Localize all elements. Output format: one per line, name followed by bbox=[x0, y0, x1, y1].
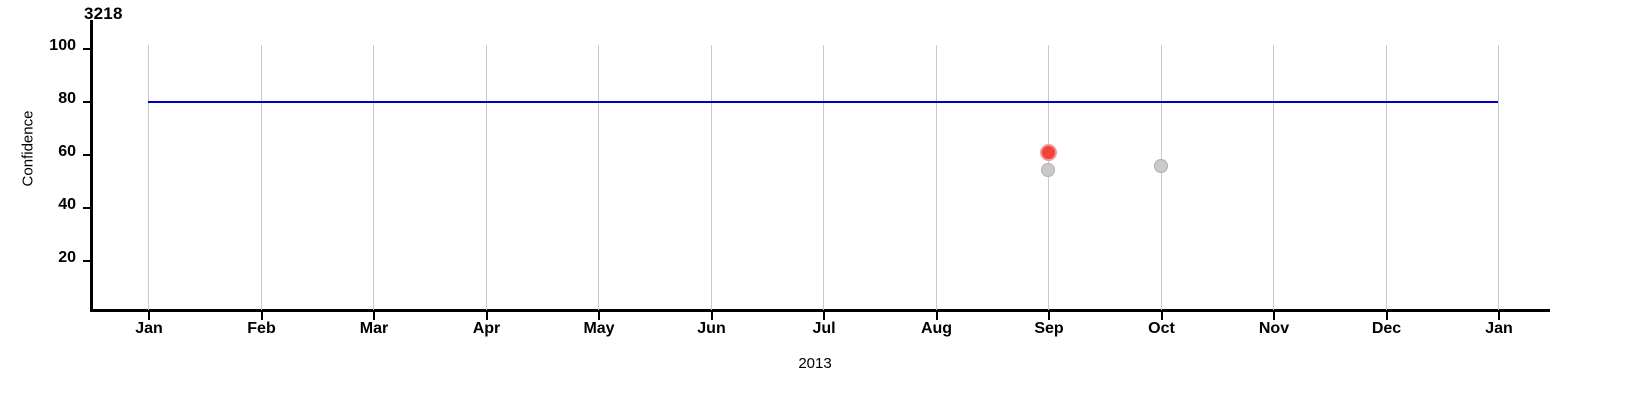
x-tick-mark bbox=[1160, 311, 1163, 320]
x-tick-label: Feb bbox=[247, 320, 276, 337]
data-point[interactable] bbox=[1041, 162, 1055, 177]
chart-title: 3218 bbox=[84, 4, 123, 23]
x-tick-mark bbox=[1498, 311, 1500, 320]
x-tick-label: Dec bbox=[1371, 320, 1402, 337]
x-tick-mark bbox=[1273, 311, 1275, 320]
x-tick-label: Jun bbox=[697, 320, 726, 337]
x-tick-mark bbox=[1385, 311, 1388, 320]
y-tick-mark bbox=[83, 260, 91, 262]
x-tick-label: Sep bbox=[1034, 320, 1064, 337]
x-tick-label: Jan bbox=[135, 320, 163, 337]
x-tick-label: May bbox=[583, 320, 615, 337]
y-tick-label: 80 bbox=[58, 90, 76, 107]
y-tick-mark bbox=[83, 101, 91, 103]
x-tick-mark bbox=[598, 311, 600, 320]
x-tick-label: Jan bbox=[1485, 320, 1513, 337]
x-tick-mark bbox=[710, 311, 713, 320]
gridline bbox=[710, 45, 712, 310]
x-tick-label: Aug bbox=[920, 320, 953, 337]
gridline bbox=[935, 45, 937, 310]
y-tick-mark bbox=[83, 154, 91, 156]
x-tick-label: Apr bbox=[472, 320, 501, 337]
x-axis-label: 2013 bbox=[798, 355, 832, 372]
y-axis-line bbox=[90, 20, 93, 312]
gridline bbox=[373, 45, 374, 310]
x-tick-mark bbox=[823, 311, 825, 320]
x-tick-mark bbox=[935, 311, 938, 320]
gridline bbox=[260, 45, 262, 310]
gridline bbox=[485, 45, 487, 310]
x-tick-mark bbox=[260, 311, 263, 320]
x-tick-label: Oct bbox=[1148, 320, 1175, 337]
data-point-highlighted[interactable] bbox=[1039, 144, 1057, 162]
threshold-line bbox=[148, 101, 1498, 103]
gridline bbox=[1385, 45, 1387, 310]
gridline bbox=[148, 45, 149, 310]
y-tick-label: 60 bbox=[58, 143, 76, 160]
x-tick-mark bbox=[148, 311, 150, 320]
gridline bbox=[1048, 45, 1049, 310]
y-tick-label: 40 bbox=[58, 196, 76, 213]
x-axis-line bbox=[90, 309, 1550, 312]
x-tick-mark bbox=[373, 311, 375, 320]
x-tick-mark bbox=[1048, 311, 1050, 320]
y-tick-mark bbox=[83, 207, 91, 209]
gridline bbox=[823, 45, 824, 310]
data-point[interactable] bbox=[1153, 158, 1168, 173]
y-tick-label: 100 bbox=[49, 37, 76, 54]
gridline bbox=[1160, 45, 1162, 310]
gridline bbox=[598, 45, 599, 310]
x-tick-mark bbox=[485, 311, 488, 320]
gridline bbox=[1498, 45, 1499, 310]
y-tick-label: 20 bbox=[58, 249, 76, 266]
x-tick-label: Jul bbox=[812, 320, 836, 337]
gridline bbox=[1273, 45, 1274, 310]
x-tick-label: Nov bbox=[1258, 320, 1290, 337]
y-tick-mark bbox=[83, 48, 91, 50]
x-tick-label: Mar bbox=[359, 320, 389, 337]
